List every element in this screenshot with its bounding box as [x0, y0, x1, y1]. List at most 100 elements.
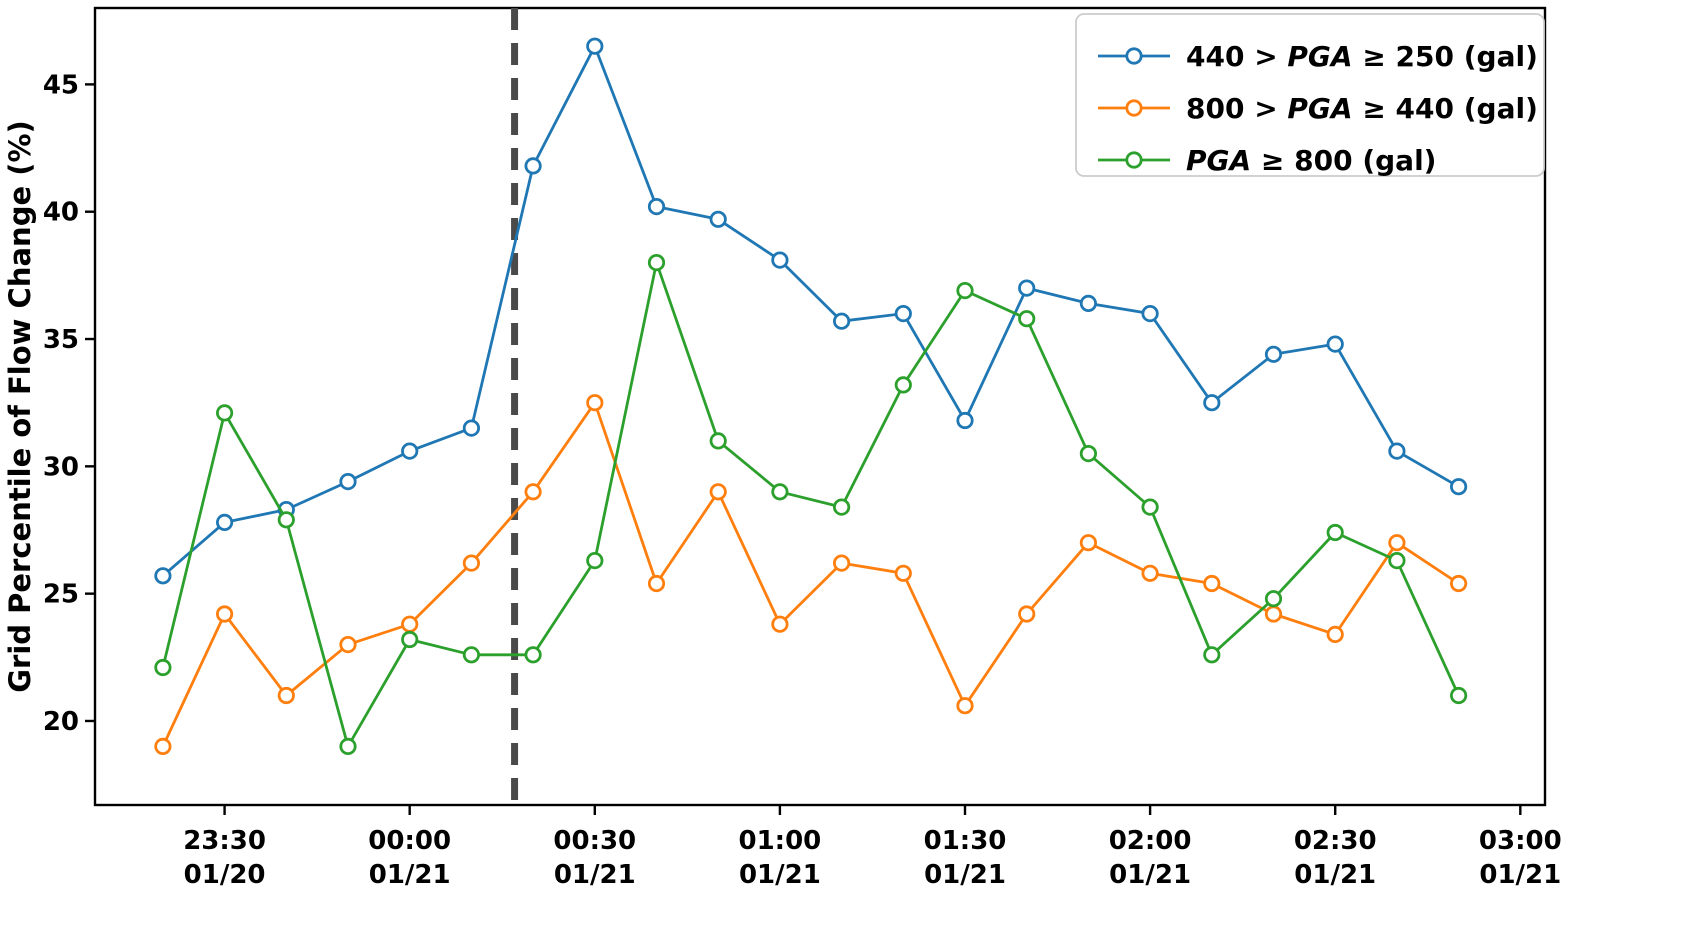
data-point-marker: [154, 658, 172, 677]
series-line: [161, 401, 1460, 747]
series-0: [154, 37, 1468, 585]
data-point-marker: [1326, 335, 1344, 353]
data-point-marker: [1450, 574, 1468, 593]
data-point-marker: [894, 564, 912, 582]
data-point-marker: [401, 442, 419, 460]
data-point-marker: [339, 635, 357, 654]
data-point-marker: [709, 432, 727, 450]
y-tick-label: 20: [43, 707, 79, 737]
data-point-marker: [462, 554, 480, 572]
data-point-marker: [1079, 294, 1098, 312]
data-point-marker: [832, 312, 851, 330]
data-point-marker: [339, 472, 357, 491]
x-tick-time: 23:30: [183, 826, 266, 856]
data-point-marker: [1018, 310, 1036, 328]
data-point-marker: [1264, 605, 1283, 623]
data-point-marker: [586, 551, 604, 570]
data-point-marker: [956, 281, 974, 300]
data-point-marker: [524, 646, 542, 664]
legend-item-1: 800 > PGA ≥ 440 (gal): [1098, 92, 1538, 125]
data-point-marker: [832, 498, 851, 516]
data-point-marker: [216, 404, 234, 422]
x-tick-date: 01/21: [554, 860, 636, 890]
legend-label: 440 > PGA ≥ 250 (gal): [1186, 40, 1538, 73]
data-point-marker: [1141, 304, 1159, 323]
data-point-marker: [586, 37, 604, 55]
series-line: [161, 261, 1460, 748]
data-point-marker: [771, 483, 789, 501]
data-point-marker: [1141, 564, 1159, 582]
data-point-marker: [1388, 534, 1406, 552]
data-point-marker: [771, 251, 789, 269]
data-point-marker: [1450, 686, 1468, 705]
x-tick-time: 02:30: [1294, 826, 1377, 856]
data-point-marker: [709, 210, 727, 228]
data-point-marker: [339, 737, 357, 756]
data-point-marker: [894, 376, 912, 394]
data-point-marker: [154, 567, 172, 585]
data-point-marker: [1264, 345, 1283, 363]
data-point-marker: [1450, 478, 1468, 496]
x-tick-date: 01/21: [1109, 860, 1191, 890]
y-tick-label: 30: [43, 452, 79, 482]
series-2: [154, 254, 1468, 756]
data-point-marker: [647, 198, 666, 216]
data-point-marker: [216, 513, 234, 532]
x-tick-time: 01:30: [924, 826, 1007, 856]
data-point-marker: [586, 394, 604, 412]
data-point-marker: [1388, 551, 1406, 570]
data-point-marker: [154, 737, 172, 756]
y-tick-label: 35: [43, 325, 79, 355]
data-point-marker: [771, 615, 789, 633]
data-point-marker: [277, 511, 295, 529]
x-tick-date: 01/20: [184, 860, 266, 890]
legend-label: 800 > PGA ≥ 440 (gal): [1186, 92, 1538, 125]
y-axis-label: Grid Percentile of Flow Change (%): [3, 120, 37, 693]
y-axis: 20 25 30 35 40 45: [43, 70, 95, 737]
data-point-marker: [1018, 605, 1036, 623]
legend-label: PGA ≥ 800 (gal): [1186, 144, 1436, 177]
data-point-marker: [956, 697, 974, 715]
x-tick-time: 00:30: [553, 826, 636, 856]
data-point-marker: [1264, 590, 1283, 608]
x-tick-date: 01/21: [369, 860, 451, 890]
data-point-marker: [462, 646, 480, 664]
legend-item-0: 440 > PGA ≥ 250 (gal): [1098, 40, 1538, 73]
data-point-marker: [401, 630, 419, 649]
data-point-marker: [462, 419, 480, 437]
data-point-marker: [1079, 444, 1098, 463]
x-tick-time: 02:00: [1109, 826, 1192, 856]
data-point-marker: [524, 157, 542, 175]
data-point-marker: [709, 483, 727, 501]
legend: 440 > PGA ≥ 250 (gal) 800 > PGA ≥ 440 (ga…: [1075, 13, 1545, 177]
x-tick-date: 01/21: [1294, 860, 1376, 890]
x-tick-time: 01:00: [739, 826, 822, 856]
x-tick-date: 01/21: [739, 860, 821, 890]
data-point-marker: [1203, 646, 1221, 664]
y-tick-label: 45: [43, 70, 79, 100]
x-axis: 23:30 01/20 00:00 01/21 00:30 01/21 01:00 01/21…: [183, 805, 1562, 890]
data-point-marker: [647, 574, 666, 593]
data-point-marker: [277, 686, 295, 705]
y-tick-label: 25: [43, 580, 79, 610]
series-1: [154, 394, 1468, 756]
data-point-marker: [1326, 523, 1344, 542]
data-point-marker: [1203, 574, 1221, 593]
x-tick-date: 01/21: [924, 860, 1006, 890]
data-point-marker: [1018, 279, 1036, 297]
data-point-marker: [832, 554, 851, 572]
x-tick-date: 01/21: [1479, 860, 1561, 890]
x-tick-time: 00:00: [368, 826, 451, 856]
y-tick-label: 40: [43, 198, 79, 228]
legend-frame: [1075, 13, 1545, 177]
data-point-marker: [1326, 625, 1344, 644]
data-point-marker: [956, 411, 974, 430]
data-point-marker: [524, 483, 542, 501]
x-tick-time: 03:00: [1479, 826, 1562, 856]
legend-item-2: PGA ≥ 800 (gal): [1098, 144, 1436, 177]
data-point-marker: [216, 605, 234, 623]
series-line: [161, 44, 1460, 577]
data-point-marker: [1141, 498, 1159, 516]
